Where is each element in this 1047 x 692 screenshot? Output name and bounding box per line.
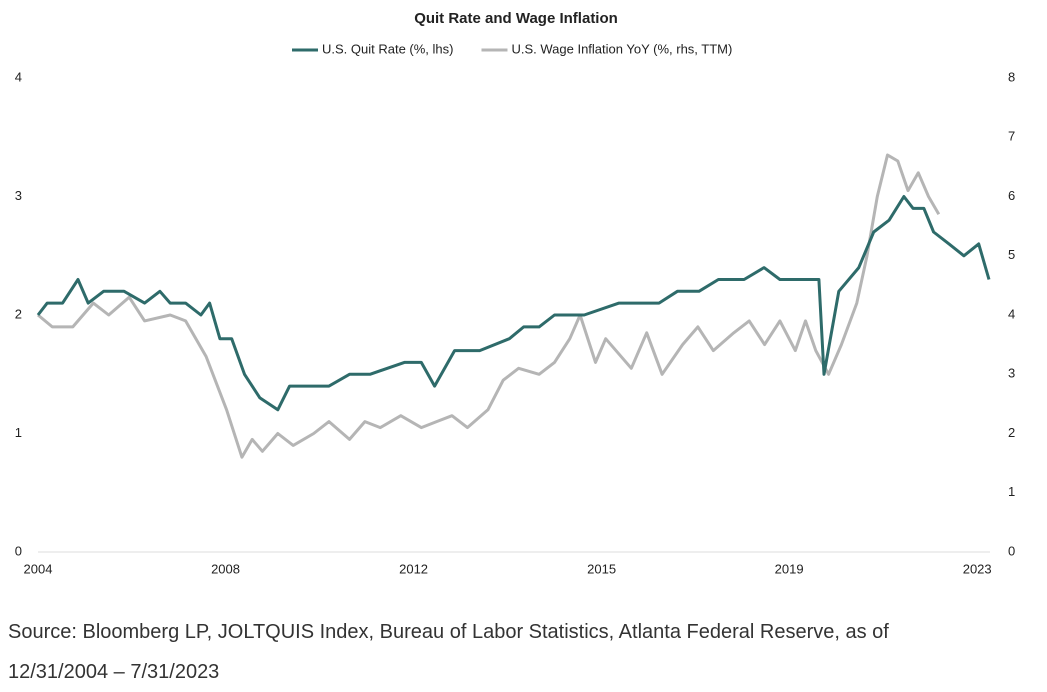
- y-tick-label: 4: [15, 69, 22, 84]
- data-line: [36, 195, 991, 412]
- y2-tick-label: 0: [1008, 543, 1015, 558]
- y-tick-label: 1: [15, 425, 22, 440]
- source-note: Source: Bloomberg LP, JOLTQUIS Index, Bu…: [8, 621, 889, 683]
- legend-label: U.S. Wage Inflation YoY (%, rhs, TTM): [511, 41, 732, 56]
- y2-tick-label: 7: [1008, 129, 1015, 144]
- x-tick-label: 2023: [963, 561, 992, 576]
- y2-tick-label: 3: [1008, 366, 1015, 381]
- y2-tick-label: 6: [1008, 188, 1015, 203]
- x-tick-label: 2008: [211, 561, 240, 576]
- x-tick-label: 2004: [24, 561, 53, 576]
- y2-tick-label: 5: [1008, 247, 1015, 262]
- x-tick-label: 2019: [775, 561, 804, 576]
- y-tick-label: 3: [15, 188, 22, 203]
- y2-tick-label: 4: [1008, 306, 1015, 321]
- y2-tick-label: 1: [1008, 484, 1015, 499]
- chart: Quit Rate and Wage Inflation 0 1 2 3 4 0 1 2 3 4 5…: [15, 10, 1015, 576]
- y-tick-label: 2: [15, 306, 22, 321]
- chart-title: Quit Rate and Wage Inflation: [414, 10, 618, 27]
- legend-label: U.S. Quit Rate (%, lhs): [322, 41, 453, 56]
- y-tick-label: 0: [15, 543, 22, 558]
- y2-tick-label: 8: [1008, 69, 1015, 84]
- x-tick-label: 2012: [399, 561, 428, 576]
- y2-tick-label: 2: [1008, 425, 1015, 440]
- data-line: [37, 153, 941, 459]
- x-tick-label: 2015: [587, 561, 616, 576]
